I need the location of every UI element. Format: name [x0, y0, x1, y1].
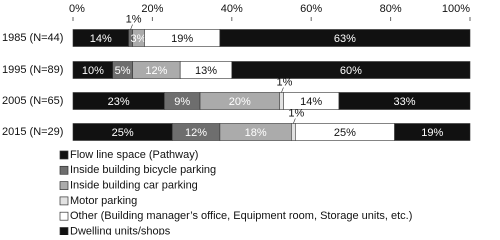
value-label: 1% — [126, 13, 142, 25]
value-label: 18% — [245, 127, 267, 139]
value-label: 19% — [171, 33, 193, 45]
category-label: 1985 (N=44) — [2, 32, 63, 44]
chart: 0% 20% 40% 60% 80% 100%1985 (N=44) 14%1%3% 19% 6… — [2, 3, 471, 235]
value-label: 3% — [131, 33, 147, 45]
bar-segment — [338, 92, 471, 110]
value-label: 63% — [334, 33, 356, 45]
x-tick-label: 40% — [221, 3, 243, 15]
legend-swatch — [59, 211, 69, 221]
legend-swatch — [59, 196, 69, 206]
legend-swatch — [59, 150, 69, 160]
legend-swatch — [59, 181, 69, 190]
value-label: 14% — [300, 96, 322, 108]
bar-segment — [219, 29, 471, 47]
x-tick-label: 0% — [69, 3, 85, 15]
x-tick-label: 60% — [300, 3, 322, 15]
leader-line — [130, 24, 133, 30]
bar-segment — [291, 123, 296, 141]
value-label: 33% — [393, 96, 415, 108]
legend-swatch — [59, 227, 69, 235]
legend-label: Dwelling units/shops — [70, 225, 171, 235]
leader-line — [293, 118, 296, 124]
value-label: 12% — [185, 127, 207, 139]
bar-segment — [231, 61, 471, 79]
x-tick-label: 80% — [380, 3, 402, 15]
value-label: 1% — [276, 76, 292, 88]
legend-swatch — [59, 165, 69, 175]
value-label: 19% — [421, 127, 443, 139]
value-label: 13% — [195, 65, 217, 77]
x-tick-label: 20% — [141, 3, 163, 15]
leader-line — [281, 87, 284, 93]
value-label: 9% — [174, 96, 190, 108]
value-label: 60% — [340, 65, 362, 77]
legend-label: Motor parking — [70, 195, 137, 207]
category-label: 2015 (N=29) — [2, 126, 63, 138]
bar-segment — [394, 123, 471, 141]
value-label: 5% — [115, 65, 131, 77]
value-label: 25% — [334, 127, 356, 139]
bar-segment — [279, 92, 284, 110]
x-tick-label: 100% — [442, 3, 470, 15]
legend-label: Inside building car parking — [70, 180, 198, 192]
value-label: 1% — [288, 107, 304, 119]
value-label: 23% — [108, 96, 130, 108]
value-label: 12% — [145, 65, 167, 77]
legend-label: Flow line space (Pathway) — [70, 149, 198, 161]
value-label: 14% — [90, 33, 112, 45]
category-label: 2005 (N=65) — [2, 95, 63, 107]
category-label: 1995 (N=89) — [2, 64, 63, 76]
value-label: 10% — [82, 65, 104, 77]
value-label: 25% — [112, 127, 134, 139]
legend-label: Other (Building manager’s office, Equipm… — [70, 210, 412, 222]
legend-label: Inside building bicycle parking — [70, 164, 216, 176]
value-label: 20% — [229, 96, 251, 108]
